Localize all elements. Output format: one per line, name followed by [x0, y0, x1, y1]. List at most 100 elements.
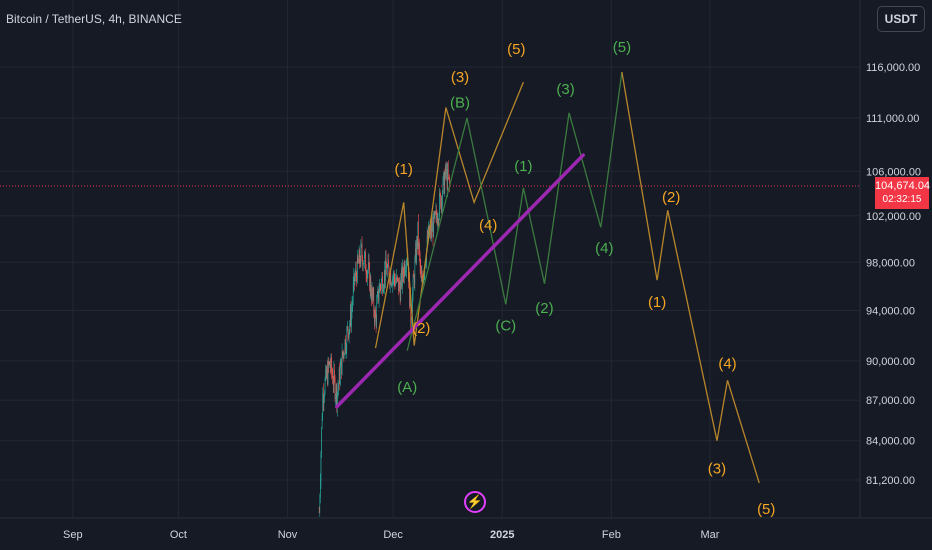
candle-body — [446, 168, 447, 174]
candle-body — [323, 391, 324, 403]
candle-body — [442, 193, 443, 206]
candle-body — [351, 310, 352, 327]
candle-body — [384, 269, 386, 282]
candle-body — [355, 269, 357, 275]
candle-body — [325, 368, 327, 378]
candle-body — [348, 329, 350, 338]
candle-body — [422, 274, 423, 279]
candle-body — [371, 293, 372, 301]
candle-body — [420, 266, 421, 271]
candle-body — [318, 511, 320, 513]
candle-body — [437, 220, 439, 225]
candle-body — [368, 261, 370, 265]
candle-body — [341, 358, 342, 375]
candle-body — [415, 248, 416, 261]
time-tick-label: Dec — [383, 529, 403, 541]
candle-body — [331, 371, 333, 376]
elliott-wave-path-orange — [374, 81, 525, 349]
candle-body — [343, 352, 345, 355]
candle-body — [356, 274, 358, 283]
candle-body — [342, 352, 344, 356]
candle-body — [353, 273, 355, 285]
candle-body — [433, 213, 435, 217]
candle-body — [386, 267, 388, 275]
candle-body — [448, 177, 450, 178]
candle-body — [411, 319, 412, 324]
wave-label: (4) — [718, 355, 736, 372]
candle-body — [444, 177, 446, 193]
candle-body — [369, 264, 370, 291]
wave-label: (5) — [613, 39, 631, 56]
candle-body — [445, 165, 447, 174]
candle-body — [350, 308, 352, 327]
price-tick-label: 90,000.00 — [866, 356, 915, 368]
candle-body — [412, 293, 413, 313]
candle-body — [418, 243, 420, 247]
candle-body — [390, 272, 392, 285]
lightning-icon[interactable]: ⚡ — [464, 491, 486, 513]
candle-body — [367, 270, 369, 273]
price-tick-label: 116,000.00 — [866, 62, 920, 74]
candle-body — [345, 350, 347, 351]
wave-label: (2) — [412, 320, 430, 337]
time-tick-label: Mar — [700, 529, 719, 541]
candle-body — [367, 272, 368, 280]
candle-body — [395, 281, 396, 286]
candle-body — [395, 281, 397, 283]
candle-body — [340, 358, 342, 368]
wave-label: (3) — [556, 81, 574, 98]
candle-body — [349, 323, 351, 330]
wave-label: (5) — [507, 41, 525, 58]
candle-body — [412, 276, 414, 294]
candle-body — [401, 270, 402, 281]
candle-body — [418, 221, 419, 247]
price-tick-label: 111,000.00 — [866, 113, 919, 125]
last-price-value: 104,674.04 — [875, 180, 931, 192]
candle-body — [346, 328, 348, 351]
candle-body — [430, 223, 432, 236]
candle-body — [332, 375, 333, 384]
candle-body — [372, 288, 373, 298]
wave-label: (A) — [397, 379, 417, 396]
candle-body — [405, 269, 407, 271]
candle-body — [342, 351, 343, 356]
candle-body — [325, 368, 326, 380]
candle-body — [435, 212, 436, 215]
candle-body — [388, 267, 390, 279]
candle-body — [406, 260, 407, 270]
candle-body — [324, 379, 326, 394]
candle-body — [335, 396, 336, 400]
candle-body — [399, 280, 400, 288]
candle-body — [419, 254, 421, 267]
price-tick-label: 102,000.00 — [866, 211, 921, 223]
wave-label: (C) — [495, 317, 516, 334]
candle-body — [380, 286, 382, 289]
currency-button[interactable]: USDT — [877, 6, 925, 32]
candle-body — [377, 289, 379, 296]
candle-body — [352, 300, 353, 306]
candle-body — [436, 210, 437, 218]
candle-body — [440, 193, 441, 208]
candle-body — [388, 259, 389, 268]
candle-body — [437, 220, 439, 222]
wave-label: (B) — [450, 94, 470, 111]
candle-body — [430, 225, 431, 236]
candle-body — [379, 284, 381, 287]
candle-body — [327, 361, 329, 385]
time-tick-label: Oct — [170, 529, 187, 541]
candle-body — [405, 270, 406, 274]
candle-body — [389, 278, 390, 285]
wave-label: (2) — [535, 300, 553, 317]
candle-body — [373, 292, 375, 313]
candle-body — [392, 278, 393, 286]
candle-body — [335, 386, 337, 397]
price-tick-label: 84,000.00 — [866, 436, 915, 448]
candle-body — [345, 339, 346, 351]
wave-label: (3) — [451, 69, 469, 86]
candle-body — [361, 244, 363, 257]
candle-body — [323, 398, 325, 403]
candle-body — [334, 369, 335, 378]
candle-body — [415, 248, 417, 262]
wave-label: (4) — [595, 240, 613, 257]
